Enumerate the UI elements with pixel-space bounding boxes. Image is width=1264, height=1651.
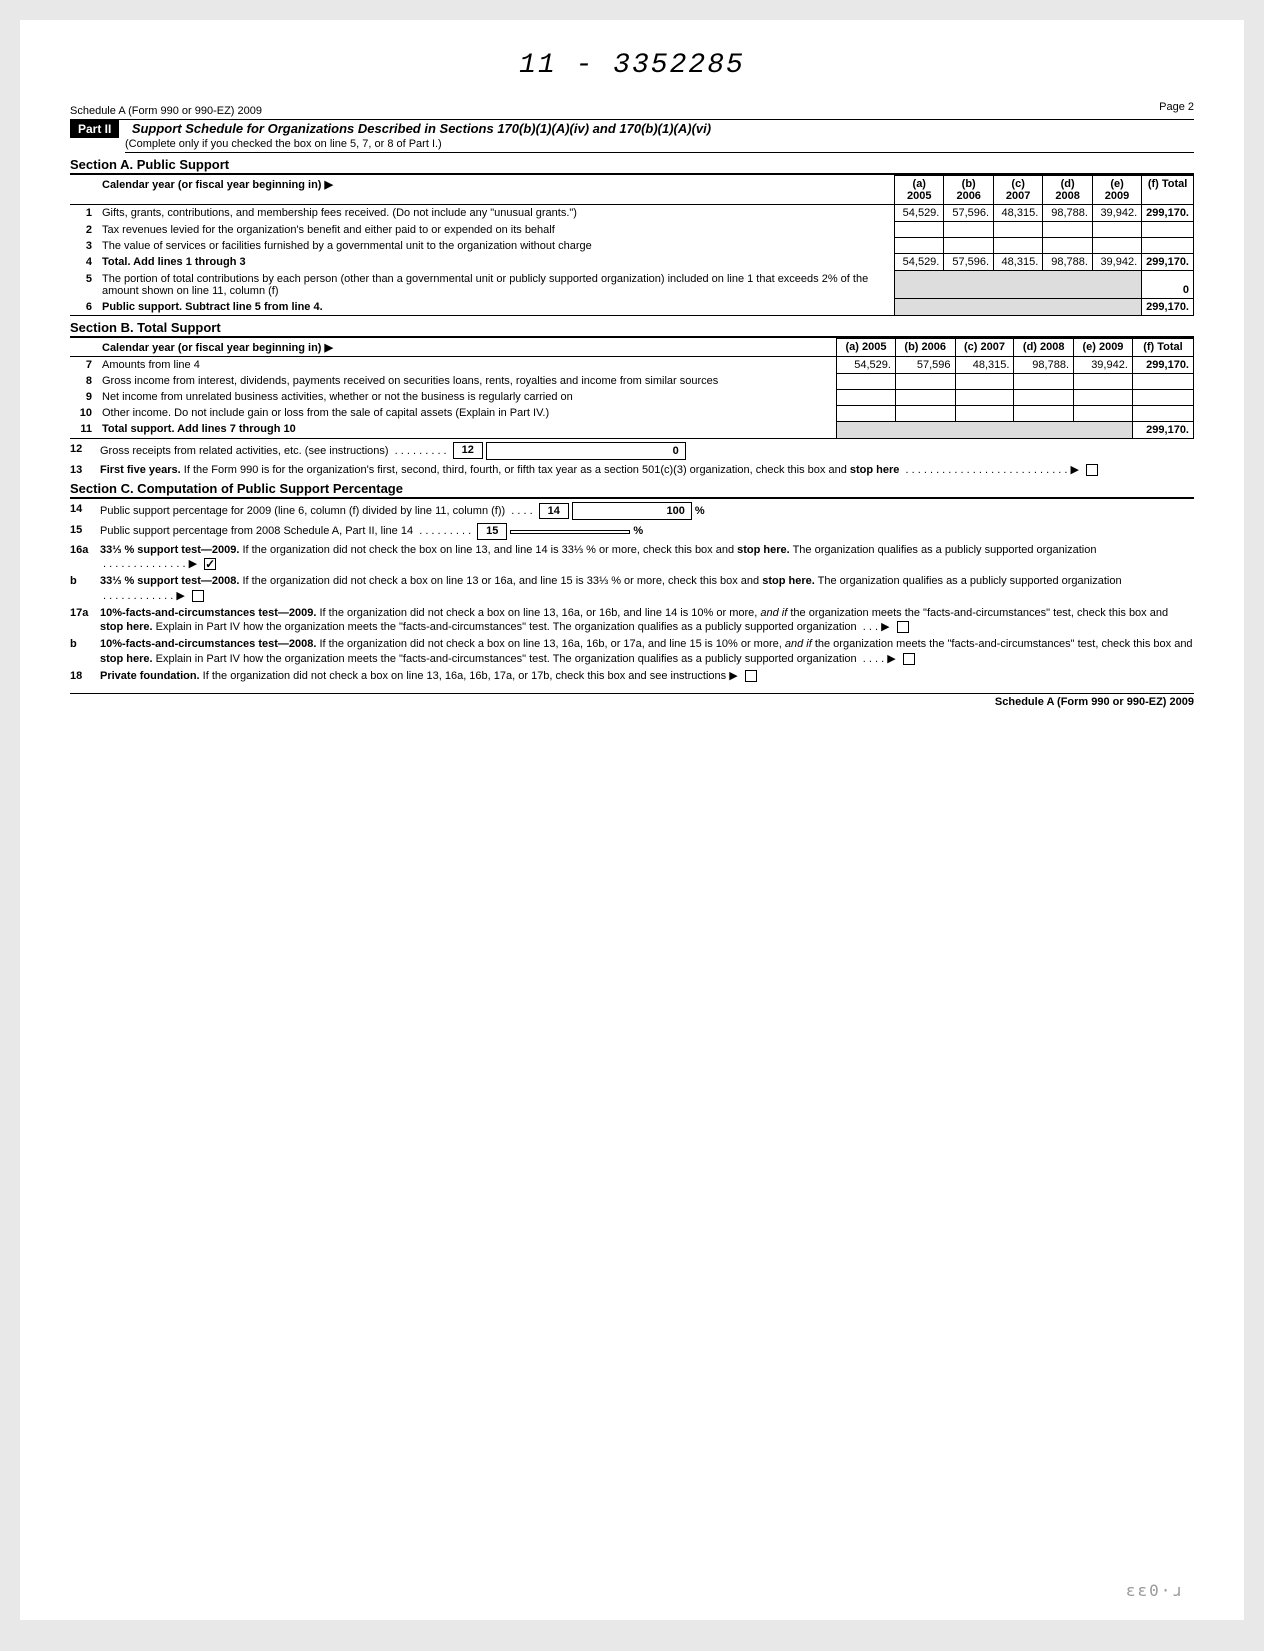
table-row: 5 The portion of total contributions by … [70,271,1194,299]
line16a-checkbox[interactable]: ✓ [204,558,216,570]
col-e: (e) 2009 [1092,176,1141,205]
line14-box: 14 [539,503,569,519]
line17a-checkbox[interactable] [897,621,909,633]
line-desc: Gifts, grants, contributions, and member… [98,205,895,222]
line17b-checkbox[interactable] [903,653,915,665]
part-header-row: Part II Support Schedule for Organizatio… [70,120,1194,153]
line14-val: 100 [572,502,692,520]
line15-val [510,530,630,534]
table-row: 8 Gross income from interest, dividends,… [70,373,1194,389]
table-row: 11 Total support. Add lines 7 through 10… [70,421,1194,438]
line18-checkbox[interactable] [745,670,757,682]
col-a: (a) 2005 [895,176,944,205]
table-row: 3 The value of services or facilities fu… [70,238,1194,254]
part-subtitle: (Complete only if you checked the box on… [125,138,1194,153]
calendar-label: Calendar year (or fiscal year beginning … [98,176,895,205]
form-header-row: Schedule A (Form 990 or 990-EZ) 2009 Pag… [70,101,1194,119]
form-header: Schedule A (Form 990 or 990-EZ) 2009 [70,105,262,117]
col-b: (b) 2006 [944,176,994,205]
form-page: 11 - 3352285 Schedule A (Form 990 or 990… [20,20,1244,1620]
col-d: (d) 2008 [1043,176,1093,205]
line12-val: 0 [486,442,686,460]
section-a-header: Section A. Public Support [70,157,1194,175]
line-16b: b 33⅓ % support test—2008. If the organi… [100,574,1194,603]
line-15: 15 Public support percentage from 2008 S… [100,523,1194,539]
section-b-header: Section B. Total Support [70,320,1194,338]
section-b-table: Calendar year (or fiscal year beginning … [70,338,1194,439]
page-number: Page 2 [1159,101,1194,113]
handwritten-id: 11 - 3352285 [70,50,1194,81]
table-row: 2 Tax revenues levied for the organizati… [70,222,1194,238]
col-c: (c) 2007 [994,176,1043,205]
line12-box: 12 [453,442,483,458]
line-12: 12 Gross receipts from related activitie… [100,442,1194,460]
part-title: Support Schedule for Organizations Descr… [132,121,711,136]
col-f: (f) Total [1142,176,1194,205]
line16b-checkbox[interactable] [192,590,204,602]
table-row: 10 Other income. Do not include gain or … [70,405,1194,421]
line13-checkbox[interactable] [1086,464,1098,476]
page-footer: Schedule A (Form 990 or 990-EZ) 2009 [70,693,1194,708]
faint-stamp: ɛɛ0·ɹ [1126,1581,1184,1600]
table-row: 4 Total. Add lines 1 through 3 54,529. 5… [70,254,1194,271]
line15-box: 15 [477,523,507,539]
line-14: 14 Public support percentage for 2009 (l… [100,502,1194,520]
table-row: 7 Amounts from line 4 54,529. 57,596 48,… [70,356,1194,373]
line-13: 13 First five years. First five years. I… [100,463,1194,477]
section-a-table: Calendar year (or fiscal year beginning … [70,175,1194,316]
part-label: Part II [70,120,119,138]
table-row: 6 Public support. Subtract line 5 from l… [70,299,1194,316]
line-16a: 16a 33⅓ % support test—2009. If the orga… [100,543,1194,572]
line-17a: 17a 10%-facts-and-circumstances test—200… [100,606,1194,635]
line-num: 1 [70,205,98,222]
table-row: 9 Net income from unrelated business act… [70,389,1194,405]
table-row: 1 Gifts, grants, contributions, and memb… [70,205,1194,222]
line-17b: b 10%-facts-and-circumstances test—2008.… [100,637,1194,666]
section-c-header: Section C. Computation of Public Support… [70,481,1194,499]
line-18: 18 Private foundation. If the organizati… [100,669,1194,683]
